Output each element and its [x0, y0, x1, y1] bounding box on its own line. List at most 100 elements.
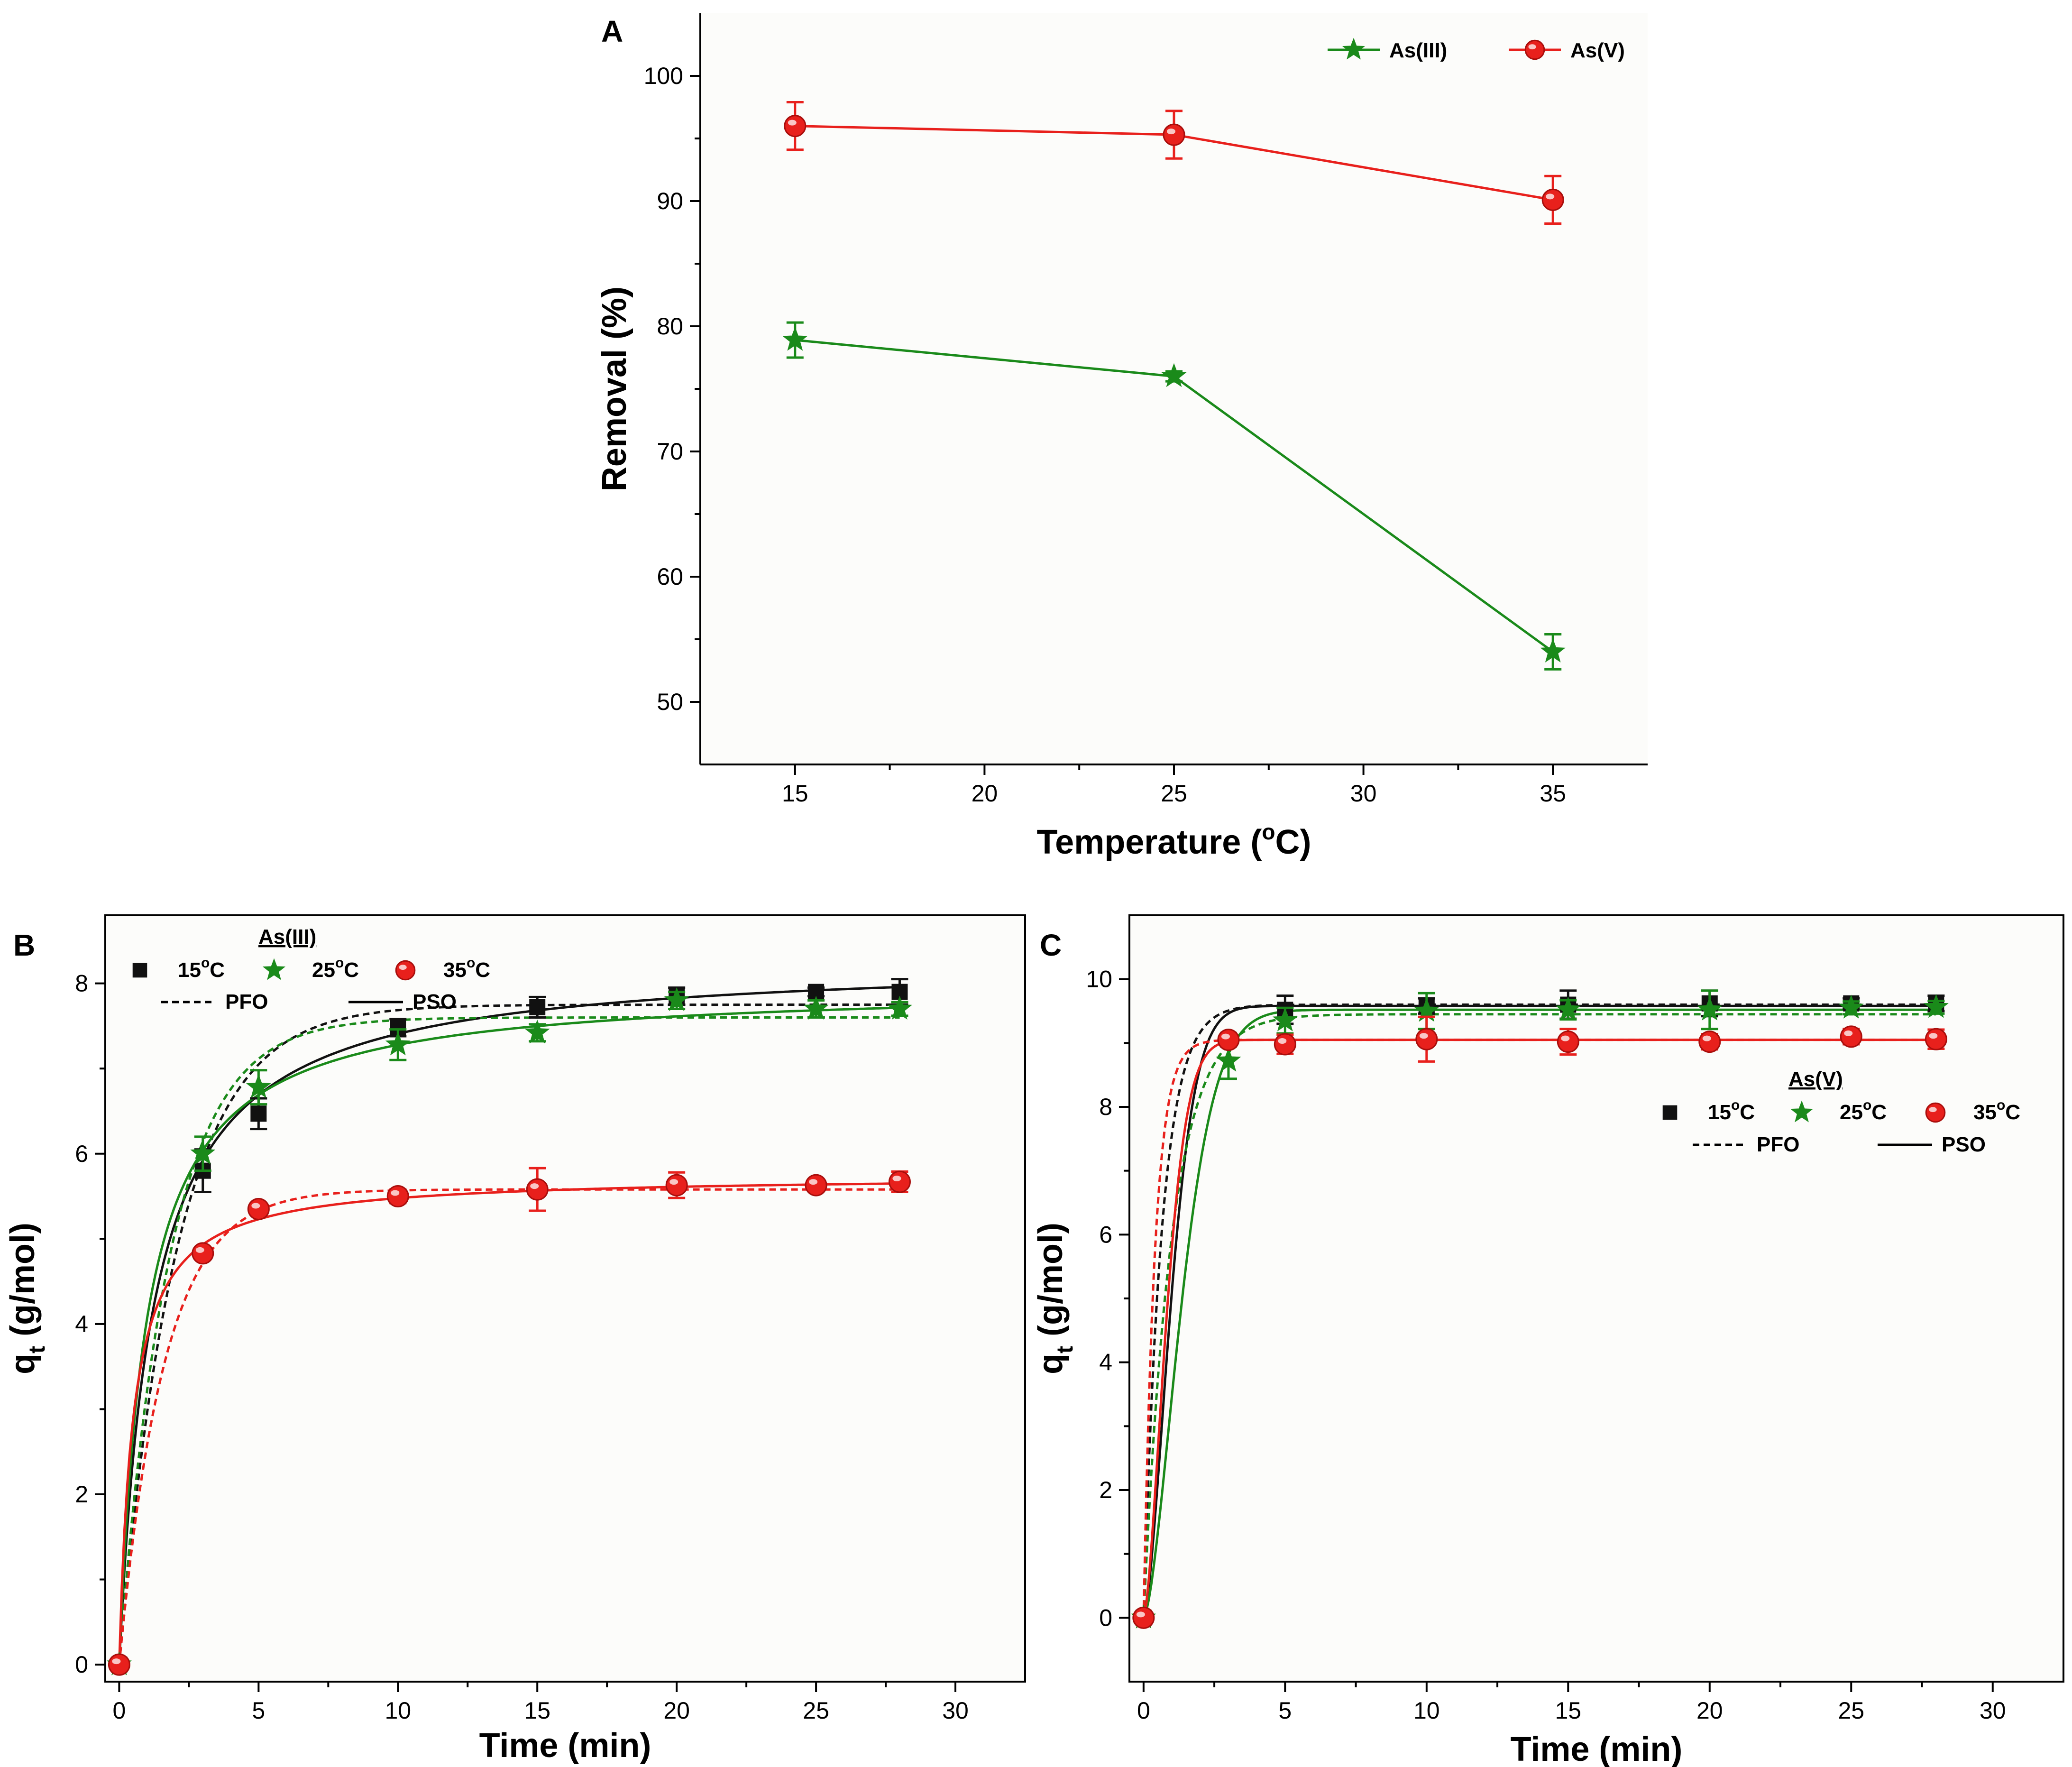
legend-line-label: PSO	[413, 990, 457, 1013]
data-point-circle-body	[247, 1197, 270, 1220]
data-point-star	[782, 327, 808, 351]
data-point-circle-highlight	[1167, 129, 1175, 135]
data-point-star	[385, 1031, 411, 1056]
legend-label: 15oC	[178, 955, 225, 982]
y-tick-label: 80	[657, 313, 683, 340]
x-tick-label: 25	[1161, 780, 1187, 807]
x-tick-label: 0	[112, 1697, 126, 1724]
data-point-circle-highlight	[391, 1190, 400, 1196]
data-point-star	[1838, 994, 1864, 1019]
x-tick-label: 15	[1555, 1697, 1581, 1724]
data-point-circle	[1415, 1028, 1438, 1050]
data-point-circle	[1557, 1031, 1579, 1053]
data-point-circle-body	[1557, 1031, 1579, 1053]
y-axis-title: Removal (%)	[596, 286, 633, 491]
y-axis-title-sub: t	[1053, 1346, 1078, 1353]
legend-label: 25oC	[312, 955, 359, 982]
data-point-star	[887, 995, 912, 1020]
y-tick-label: 8	[1099, 1094, 1112, 1120]
legend-line-label: PSO	[1942, 1133, 1986, 1156]
x-tick-label: 5	[252, 1697, 265, 1724]
data-point-circle-body	[1925, 1028, 1947, 1050]
x-tick-label: 5	[1278, 1697, 1292, 1724]
data-point-star	[1216, 1048, 1241, 1072]
legend-marker-square	[1662, 1105, 1678, 1120]
data-point-star	[1272, 1007, 1298, 1031]
legend-label-sup: o	[467, 955, 475, 971]
y-tick-label: 6	[75, 1141, 88, 1167]
data-point-circle	[386, 1185, 409, 1208]
data-point-circle	[1132, 1606, 1155, 1629]
data-point-circle	[1274, 1033, 1296, 1056]
data-point-star	[524, 1019, 550, 1044]
data-point-circle-body	[1132, 1606, 1155, 1629]
legend-label-tail: C	[210, 958, 225, 982]
y-tick-label: 70	[657, 438, 683, 465]
data-point-circle-highlight	[1844, 1030, 1853, 1036]
data-point-circle-body	[1274, 1033, 1296, 1056]
pso-fit-curve	[1142, 1004, 1936, 1618]
data-point-star	[190, 1140, 216, 1165]
panel-A: 15 20 25 30 35 50 60 70 80 90 100 A Temperature (oC)…	[596, 13, 1648, 861]
data-point-circle-highlight	[892, 1176, 901, 1182]
x-axis-title: Temperature (oC)	[1037, 819, 1311, 861]
legend-marker-circle	[1524, 39, 1545, 60]
data-point-circle-highlight	[1278, 1038, 1287, 1044]
legend-marker-circle-body	[1524, 39, 1545, 60]
x-tick-label: 10	[385, 1697, 411, 1724]
y-tick-label: 100	[644, 63, 683, 89]
x-tick-label: 0	[1137, 1697, 1150, 1724]
data-point-star	[1161, 363, 1187, 387]
data-point-circle	[1217, 1029, 1240, 1051]
legend-marker-star	[1342, 37, 1366, 60]
legend-label-tail: C	[475, 958, 490, 982]
legend-marker-circle-highlight	[1929, 1107, 1937, 1113]
data-point-star	[1555, 996, 1581, 1021]
legend-label: As(III)	[1389, 39, 1447, 62]
data-point-circle	[247, 1197, 270, 1220]
data-point-circle-highlight	[669, 1179, 678, 1185]
data-point-circle	[784, 115, 807, 138]
panel-B: 0 5 10 15 20 25 30 0 2 4 6 8 B Time (min) qt (g/mol) As…	[4, 914, 1026, 1765]
legend-label-num: 15	[1708, 1101, 1731, 1124]
data-point-square	[250, 1105, 267, 1122]
pso-fit-curve	[118, 1006, 900, 1665]
legend-label-tail: C	[1871, 1101, 1887, 1124]
data-point-circle-body	[1541, 188, 1564, 211]
data-point-circle-highlight	[1221, 1033, 1230, 1040]
x-axis-title: Time (min)	[479, 1727, 651, 1765]
y-tick-label: 6	[1099, 1221, 1112, 1248]
y-axis-title-tail: (g/mol)	[4, 1223, 42, 1346]
x-tick-label: 30	[942, 1697, 969, 1724]
y-axis-title-main: q	[1032, 1353, 1070, 1374]
data-point-star	[803, 995, 829, 1020]
data-point-star	[246, 1074, 271, 1098]
legend-title: As(III)	[258, 925, 316, 948]
data-point-circle	[1698, 1031, 1721, 1053]
data-point-circle-body	[192, 1242, 214, 1265]
legend-label-tail: C	[2005, 1101, 2020, 1124]
legend-label-num: 25	[1840, 1101, 1863, 1124]
legend-label: 35oC	[1973, 1097, 2020, 1124]
data-point-circle-body	[665, 1174, 688, 1196]
legend-label: 35oC	[443, 955, 490, 982]
legend-marker-circle-body	[395, 960, 416, 981]
data-point-circle-body	[1163, 123, 1185, 146]
y-tick-label: 8	[75, 970, 88, 997]
data-point-circle-highlight	[251, 1203, 260, 1209]
x-axis-title-tail: C)	[1275, 823, 1311, 861]
legend-label: 25oC	[1840, 1097, 1887, 1124]
legend-label-sup: o	[201, 955, 210, 971]
y-tick-label: 4	[1099, 1349, 1112, 1376]
legend-title: As(V)	[1788, 1068, 1843, 1091]
y-axis-title-tail: (g/mol)	[1032, 1223, 1070, 1346]
data-point-circle	[1840, 1025, 1862, 1048]
x-tick-label: 15	[782, 780, 808, 807]
plot-area	[1129, 915, 2063, 1682]
panel-label: A	[601, 14, 623, 48]
y-tick-label: 2	[75, 1481, 88, 1508]
data-point-circle-body	[805, 1174, 827, 1196]
y-axis-title-main: q	[4, 1353, 42, 1374]
y-axis-title: qt (g/mol)	[1032, 1223, 1078, 1374]
data-point-circle-highlight	[788, 120, 797, 126]
